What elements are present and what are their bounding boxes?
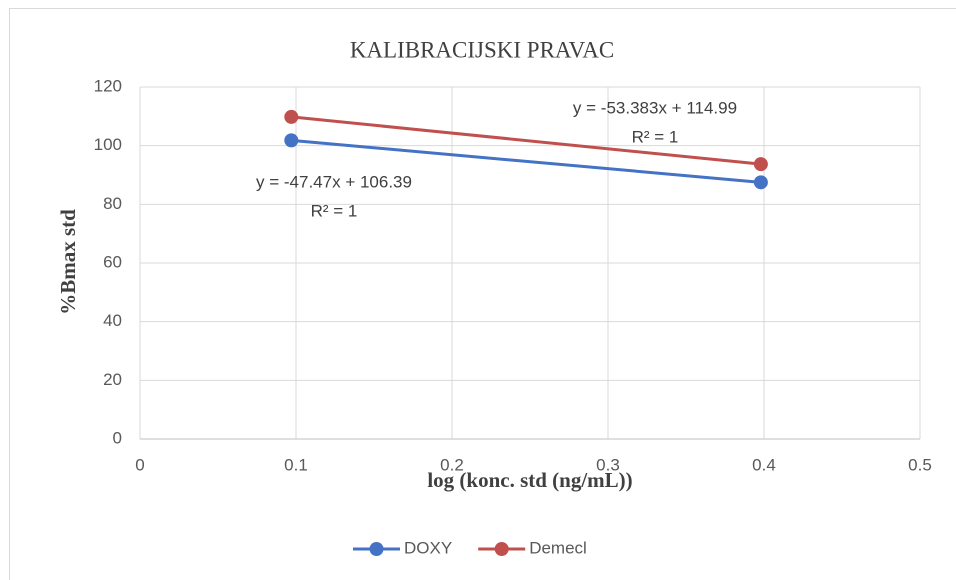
y-tick-label: 40 — [103, 311, 122, 330]
y-axis-label: %Bmax std — [56, 209, 80, 315]
series-line — [291, 115, 762, 166]
y-tick-label: 100 — [94, 135, 122, 154]
series-line — [291, 138, 762, 184]
annotation: R² = 1 — [311, 201, 358, 220]
y-tick-label: 20 — [103, 370, 122, 389]
x-tick-label: 0.2 — [440, 455, 464, 474]
y-tick-label: 120 — [94, 76, 122, 95]
data-point — [753, 175, 768, 190]
legend-label: Demecl — [529, 538, 587, 557]
x-tick-label: 0.4 — [752, 455, 776, 474]
annotation: R² = 1 — [632, 127, 679, 146]
chart-frame — [9, 8, 956, 580]
x-tick-label: 0.1 — [284, 455, 308, 474]
legend-label: DOXY — [404, 538, 452, 557]
chart-title: KALIBRACIJSKI PRAVAC — [350, 37, 614, 62]
data-point — [753, 157, 768, 172]
x-tick-label: 0.5 — [908, 455, 932, 474]
x-axis-label: log (konc. std (ng/mL)) — [427, 468, 632, 492]
x-tick-label: 0.3 — [596, 455, 620, 474]
data-point — [284, 133, 299, 148]
legend-marker — [369, 542, 384, 556]
annotation: y = -53.383x + 114.99 — [573, 98, 737, 117]
y-tick-label: 60 — [103, 252, 122, 271]
x-tick-label: 0 — [135, 455, 144, 474]
data-point — [284, 109, 299, 124]
legend-marker — [494, 542, 509, 556]
y-tick-label: 80 — [103, 194, 122, 213]
annotation: y = -47.47x + 106.39 — [256, 172, 412, 191]
y-tick-label: 0 — [113, 428, 122, 447]
